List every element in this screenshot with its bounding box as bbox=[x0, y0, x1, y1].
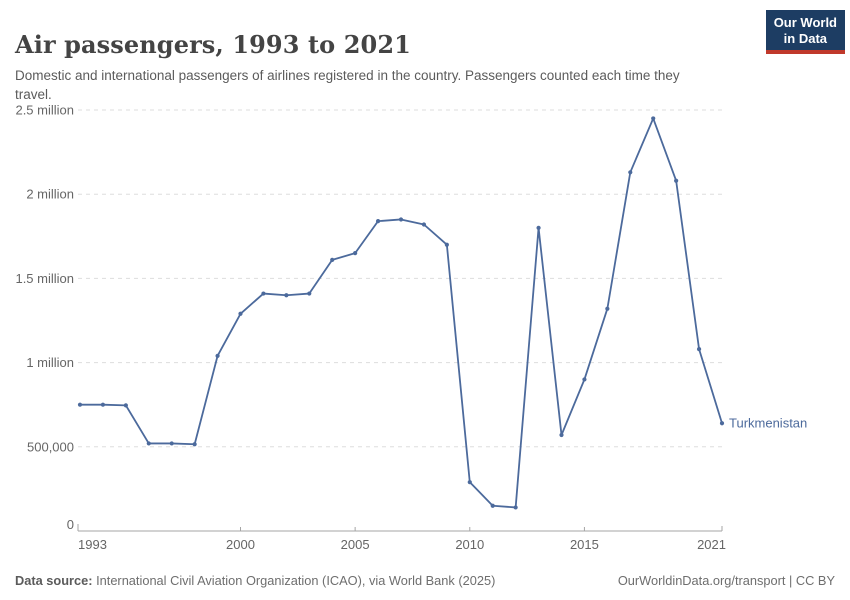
data-point-marker bbox=[605, 306, 610, 311]
data-point-marker bbox=[674, 178, 679, 183]
x-axis-label: 2021 bbox=[697, 537, 726, 552]
data-point-marker bbox=[582, 377, 587, 382]
data-point-marker bbox=[444, 242, 449, 247]
data-point-marker bbox=[123, 403, 128, 408]
data-source-text: International Civil Aviation Organizatio… bbox=[92, 573, 496, 588]
x-axis-label: 2010 bbox=[455, 537, 484, 552]
data-point-marker bbox=[513, 505, 518, 510]
data-point-marker bbox=[330, 257, 335, 262]
data-point-marker bbox=[696, 347, 702, 352]
data-point-marker bbox=[307, 291, 312, 296]
data-point-marker bbox=[467, 480, 472, 485]
data-point-marker bbox=[398, 217, 404, 222]
chart-subtitle: Domestic and international passengers of… bbox=[15, 67, 680, 102]
data-line-turkmenistan bbox=[79, 117, 723, 509]
data-point-marker bbox=[169, 441, 174, 446]
chart-footer: Data source: International Civil Aviatio… bbox=[15, 573, 835, 588]
data-point-marker bbox=[628, 170, 633, 175]
data-point-marker bbox=[238, 311, 243, 316]
owid-logo: Our World in Data bbox=[765, 10, 845, 55]
data-point-marker bbox=[192, 442, 197, 447]
data-point-marker bbox=[284, 293, 289, 298]
data-point-marker bbox=[375, 219, 381, 224]
page-title: Air passengers, 1993 to 2021 bbox=[15, 30, 411, 60]
license-note: OurWorldinData.org/transport | CC BY bbox=[617, 573, 835, 588]
x-axis-label: 1993 bbox=[78, 537, 107, 552]
data-point-marker bbox=[146, 441, 151, 446]
data-point-marker bbox=[490, 503, 495, 508]
owid-logo-line2: in Data bbox=[783, 30, 828, 46]
data-point-marker bbox=[77, 402, 83, 407]
data-point-marker bbox=[536, 225, 541, 230]
data-source-label: Data source: bbox=[15, 573, 93, 588]
y-axis-label: 2 million bbox=[26, 187, 74, 202]
data-point-marker bbox=[719, 421, 725, 426]
data-source-note: Data source: International Civil Aviatio… bbox=[15, 573, 495, 588]
y-axis-label: 1.5 million bbox=[15, 271, 74, 286]
x-axis-label: 2005 bbox=[341, 537, 370, 552]
data-point-marker bbox=[559, 432, 564, 438]
owid-logo-line1: Our World bbox=[773, 15, 837, 30]
x-axis-label: 2015 bbox=[570, 537, 599, 552]
y-axis-label: 1 million bbox=[26, 355, 74, 370]
entity-label-turkmenistan: Turkmenistan bbox=[729, 416, 807, 431]
x-axis-label: 2000 bbox=[226, 537, 255, 552]
y-axis-label: 0 bbox=[67, 517, 74, 532]
y-axis-label: 2.5 million bbox=[15, 103, 74, 118]
y-axis-label: 500,000 bbox=[27, 439, 74, 454]
data-point-marker bbox=[100, 402, 106, 407]
data-point-marker bbox=[651, 116, 656, 121]
data-point-marker bbox=[215, 353, 220, 358]
data-point-marker bbox=[421, 222, 427, 227]
data-point-marker bbox=[353, 251, 358, 256]
data-point-marker bbox=[261, 291, 266, 296]
